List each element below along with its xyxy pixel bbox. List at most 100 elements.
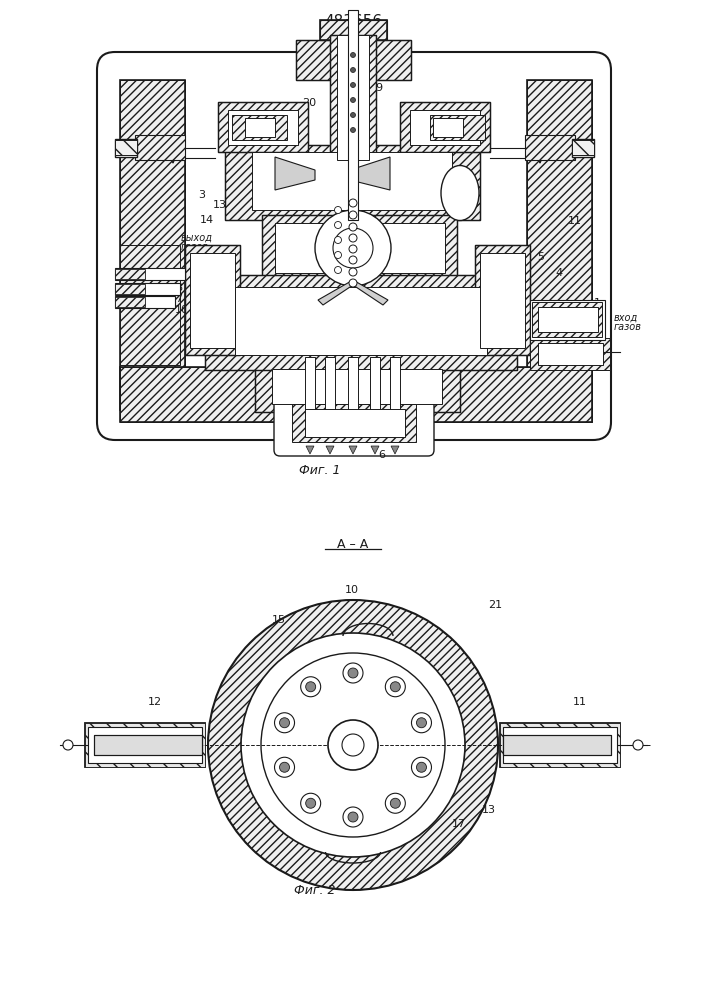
Bar [503,735,611,755]
Bar [433,118,463,137]
Bar [305,357,315,412]
Bar [330,35,376,160]
Circle shape [390,682,400,692]
Bar [532,302,602,337]
Text: 9: 9 [455,358,462,368]
Text: 7: 7 [175,294,182,304]
Bar [530,338,610,370]
Text: выход: выход [181,233,213,243]
Circle shape [349,268,357,276]
Bar [475,245,530,355]
Bar [120,245,180,365]
Bar [275,223,445,273]
Circle shape [349,211,357,219]
Circle shape [385,677,405,697]
Bar [115,268,185,280]
Circle shape [349,279,357,287]
Bar [218,102,308,152]
Circle shape [279,762,290,772]
Circle shape [63,740,73,750]
Text: 4: 4 [555,268,562,278]
Polygon shape [391,446,399,454]
Circle shape [349,199,357,207]
Bar [115,283,180,295]
Polygon shape [326,446,334,454]
Circle shape [416,762,426,772]
Text: 5: 5 [537,252,544,262]
Text: 3: 3 [198,190,205,200]
Text: газов: газов [181,242,209,252]
Circle shape [349,256,357,264]
Bar [525,135,575,160]
Circle shape [348,668,358,678]
Bar [296,40,411,80]
Text: A: A [174,152,182,162]
Circle shape [351,98,356,103]
Ellipse shape [441,165,479,221]
Text: 11: 11 [573,697,587,707]
Circle shape [351,68,356,73]
Circle shape [208,600,498,890]
Polygon shape [349,446,357,454]
Text: 6: 6 [378,450,385,460]
Circle shape [315,210,391,286]
Circle shape [305,798,316,808]
Text: 11: 11 [568,216,582,226]
Text: 15: 15 [272,615,286,625]
Circle shape [334,251,341,258]
Text: 8: 8 [175,283,182,293]
Bar [400,102,490,152]
Circle shape [411,757,431,777]
Circle shape [411,713,431,733]
Circle shape [343,807,363,827]
Bar [205,275,517,370]
Bar [348,357,358,412]
Text: 15: 15 [238,139,252,149]
Bar [185,245,240,355]
Circle shape [334,236,341,243]
Bar [115,297,145,307]
Bar [292,404,416,442]
Bar [503,727,617,763]
Text: 10: 10 [175,305,189,315]
Polygon shape [350,157,390,190]
Circle shape [349,234,357,242]
Polygon shape [306,446,314,454]
Circle shape [300,793,321,813]
Bar [480,253,525,348]
Bar [85,723,205,767]
Text: 483656: 483656 [324,14,382,29]
Circle shape [351,112,356,117]
Text: вход: вход [614,313,638,323]
Bar [228,110,298,145]
Bar [320,20,387,40]
Bar [255,362,460,412]
Bar [500,723,620,767]
Text: 13: 13 [482,805,496,815]
Bar [88,727,202,763]
Bar [430,115,485,140]
Text: 19: 19 [370,83,384,93]
Bar [320,20,387,40]
Bar [94,735,202,755]
Bar [115,139,137,157]
Text: газов: газов [614,322,642,332]
Bar [410,110,480,145]
Bar [115,140,137,155]
Circle shape [274,757,295,777]
Text: 1: 1 [594,298,601,308]
Circle shape [334,222,341,229]
Polygon shape [371,446,379,454]
Bar [572,140,594,155]
Circle shape [385,793,405,813]
Bar [538,307,598,332]
Text: 18: 18 [387,63,401,73]
Circle shape [349,223,357,231]
Bar [94,735,202,755]
Bar [262,215,457,280]
Bar [348,10,358,220]
Circle shape [334,207,341,214]
Text: 13: 13 [213,200,227,210]
Bar [205,275,517,370]
Bar [218,102,308,152]
